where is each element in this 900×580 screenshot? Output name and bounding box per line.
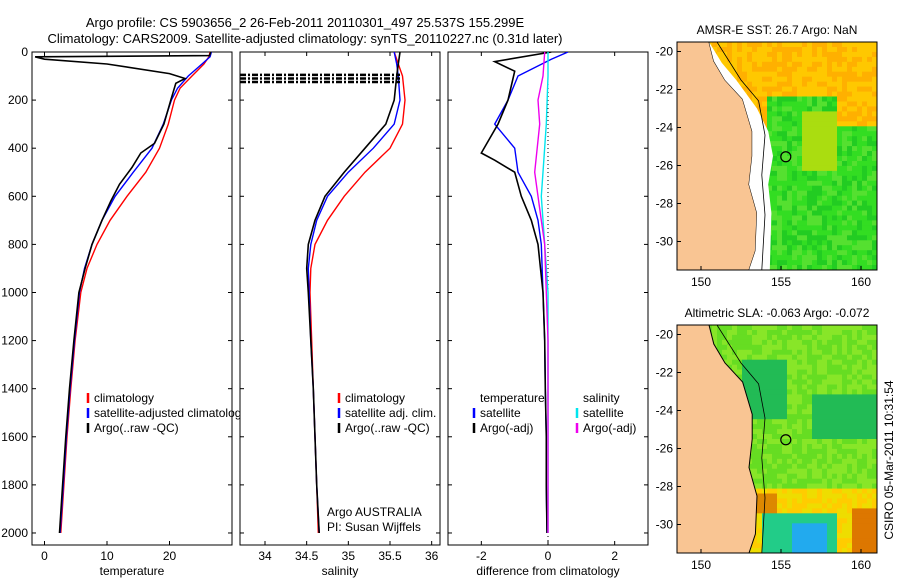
x-tick-label: 155 <box>771 275 791 289</box>
temperature-frame <box>31 51 233 546</box>
series-salinity-argo <box>533 52 549 533</box>
x-axis-label: difference from climatology <box>476 564 619 578</box>
x-tick-label: -2 <box>476 549 487 563</box>
map-title: AMSR-E SST: 26.7 Argo: NaN <box>697 23 858 37</box>
legend-entry: Argo(-adj) <box>480 421 533 435</box>
legend-title-salinity: salinity <box>583 391 620 405</box>
y-tick-label: 200 <box>8 93 28 107</box>
x-axis-label: temperature <box>100 564 165 578</box>
x-tick-label: 150 <box>691 558 711 572</box>
map-title: Altimetric SLA: -0.063 Argo: -0.072 <box>685 306 870 320</box>
title-line-1: Argo profile: CS 5903656_2 26-Feb-2011 2… <box>86 15 525 30</box>
y-tick-label: 0 <box>21 45 28 59</box>
legend-entry: satellite adj. clim. <box>345 406 436 420</box>
x-tick-label: 35 <box>342 549 356 563</box>
legend-entry: climatology <box>94 391 154 405</box>
legend-entry: satellite <box>583 406 624 420</box>
y-tick-label: 1000 <box>1 285 28 299</box>
title-line-2: Climatology: CARS2009. Satellite-adjuste… <box>48 31 563 46</box>
map-field <box>677 42 877 270</box>
land-mass <box>677 325 758 553</box>
x-tick-label: 2 <box>611 549 618 563</box>
argo-note-line-1: Argo AUSTRALIA <box>327 505 422 519</box>
y-tick-label: 800 <box>8 237 28 251</box>
y-tick-label: 1200 <box>1 334 28 348</box>
legend-title-temperature: temperature <box>480 391 545 405</box>
legend-entry: satellite-adjusted climatology <box>94 406 247 420</box>
salinity-panel: 34 34.5 35 35.5 36 salinity climatologysatelli… <box>239 51 441 578</box>
y-tick-label: -28 <box>656 197 674 211</box>
watermark: CSIRO 05-Mar-2011 10:31:54 <box>882 380 896 540</box>
map-frame <box>676 41 878 271</box>
x-tick-label: 35.5 <box>378 549 402 563</box>
legend-entry: Argo(..raw -QC) <box>94 421 179 435</box>
series-argo <box>305 52 401 534</box>
x-tick-label: 34 <box>258 549 272 563</box>
x-tick-label: 34.5 <box>295 549 319 563</box>
y-tick-label: -24 <box>656 404 674 418</box>
no-data-strip <box>709 42 773 270</box>
x-tick-label: 36 <box>425 549 439 563</box>
shelf-contour <box>716 42 766 270</box>
float-position-marker <box>780 434 792 446</box>
argo-note-line-2: PI: Susan Wijffels <box>327 520 421 534</box>
x-tick-label: 160 <box>851 558 871 572</box>
map-field <box>677 325 877 553</box>
salinity-frame <box>239 51 441 546</box>
map-frame <box>676 324 878 554</box>
y-tick-label: -24 <box>656 121 674 135</box>
y-tick-label: -30 <box>656 235 674 249</box>
y-tick-label: 600 <box>8 189 28 203</box>
legend-entry: Argo(..raw -QC) <box>345 421 430 435</box>
x-tick-label: 0 <box>545 549 552 563</box>
y-tick-label: 1800 <box>1 478 28 492</box>
legend-entry: satellite <box>480 406 521 420</box>
y-tick-label: -30 <box>656 518 674 532</box>
y-tick-label: -28 <box>656 480 674 494</box>
y-tick-label: 400 <box>8 141 28 155</box>
y-tick-label: 2000 <box>1 526 28 540</box>
y-tick-label: -20 <box>656 328 674 342</box>
x-tick-label: 150 <box>691 275 711 289</box>
x-tick-label: 0 <box>41 549 48 563</box>
y-tick-label: -26 <box>656 442 674 456</box>
y-tick-label: 1400 <box>1 382 28 396</box>
x-axis-label: salinity <box>322 564 359 578</box>
shelf-contour <box>716 325 766 553</box>
x-tick-label: 20 <box>163 549 177 563</box>
y-tick-label: -26 <box>656 159 674 173</box>
sst-map-panel: AMSR-E SST: 26.7 Argo: NaN 150 155 160 -20 -2… <box>656 23 878 289</box>
series-argo <box>34 52 212 534</box>
y-tick-label: -22 <box>656 83 674 97</box>
sla-map-panel: Altimetric SLA: -0.063 Argo: -0.072 150 15… <box>656 306 878 572</box>
y-tick-label: -22 <box>656 366 674 380</box>
float-position-marker <box>780 151 792 163</box>
x-tick-label: 160 <box>851 275 871 289</box>
x-tick-label: 155 <box>771 558 791 572</box>
legend-entry: climatology <box>345 391 405 405</box>
y-tick-label: 1600 <box>1 430 28 444</box>
legend-entry: Argo(-adj) <box>583 421 636 435</box>
series-temperature-argo <box>480 52 552 534</box>
y-tick-label: -20 <box>656 45 674 59</box>
x-tick-label: 10 <box>100 549 114 563</box>
